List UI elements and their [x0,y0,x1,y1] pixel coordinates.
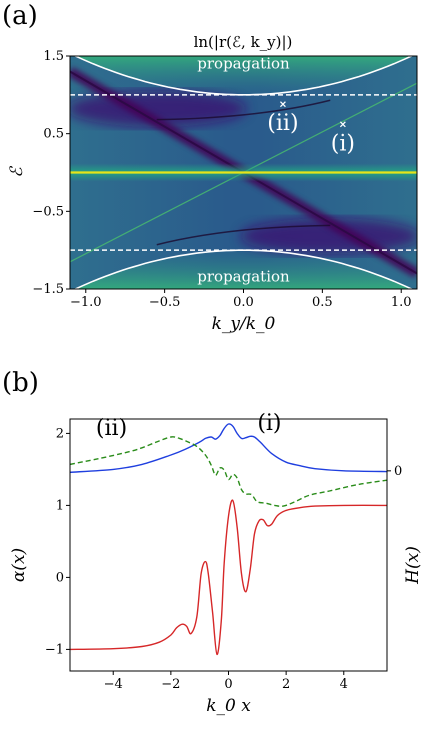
y-axis-label-right: H(x) [403,546,423,585]
x-axis-label-b: k_0 x [206,696,251,716]
heatmap: propagation propagation (ii) (i) [70,54,417,289]
y-tick-label-a-0: 1.5 [43,49,64,64]
annotation-b-0: (ii) [96,416,127,441]
annotation-b-1: (i) [257,411,281,436]
mode-arc-upper [156,99,331,121]
x-tick-label-b-1: −2 [161,677,180,692]
x-tick-label-b-3: 2 [282,677,290,692]
x-tick-label-a-0: −1.0 [70,295,102,310]
x-tick-label-a-1: −0.5 [149,295,181,310]
x-axis-label-a: k_y/k_0 [212,314,276,334]
propagation-region-top [70,56,417,95]
y-tick-label-b-1: 1 [56,498,64,513]
panel-label-a: (a) [2,1,38,31]
alpha-curve-red [70,499,387,656]
y-tick-label-b-0: 2 [56,426,64,441]
propagation-region-bottom [70,250,417,289]
curve-blue [70,423,387,473]
band-edge-top [73,56,414,96]
y-tick-label-a-3: −1.5 [32,282,64,297]
y-tick-label-b-2: 0 [56,570,64,585]
right-tick-label: 0 [394,464,402,479]
marker-point-0 [279,101,286,108]
x-tick-label-b-4: 4 [340,677,348,692]
marker-label-1: (i) [331,131,355,156]
panel-label-b: (b) [2,368,39,398]
x-tick-label-a-4: 1.0 [391,295,412,310]
y-axis-label-a: ℰ [7,166,27,178]
y-tick-label-a-1: 0.5 [43,127,64,142]
x-tick-label-a-3: 0.5 [312,295,333,310]
h-curve-green-dashed [70,436,387,508]
y-axis-label-left: α(x) [9,548,29,582]
y-tick-label-b-3: −1 [45,642,64,657]
propagation-label-bottom: propagation [197,268,290,286]
x-tick-label-a-2: 0.0 [233,295,254,310]
propagation-label-top: propagation [197,54,290,72]
marker-point-1 [339,121,346,128]
y-tick-label-a-2: −0.5 [32,204,64,219]
heatmap-title: ln(|r(ℰ, k_y)|) [194,33,293,51]
marker-label-0: (ii) [267,111,298,136]
x-tick-label-b-0: −4 [104,677,123,692]
x-tick-label-b-2: 0 [224,677,232,692]
band-edge-bottom [73,249,414,289]
mode-arc-lower [156,224,331,246]
lineplot-frame [69,418,388,672]
